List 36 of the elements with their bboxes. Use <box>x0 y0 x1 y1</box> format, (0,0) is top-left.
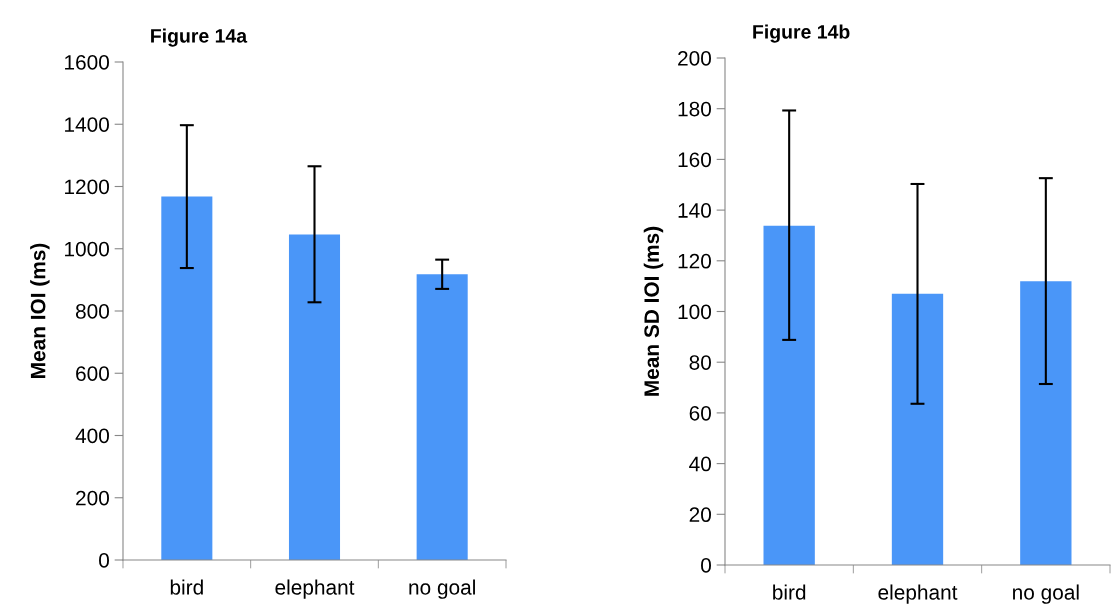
y-tick-label: 80 <box>689 355 711 370</box>
y-tick-label: 400 <box>75 428 109 444</box>
y-tick-label: 1600 <box>65 55 109 70</box>
bar <box>416 274 468 560</box>
y-tick-label: 800 <box>75 304 109 319</box>
y-tick-label: 40 <box>689 456 711 472</box>
bar <box>1020 281 1072 565</box>
x-tick-label: bird <box>170 579 203 595</box>
y-axis-title: Mean IOI (ms) <box>30 243 50 378</box>
y-tick-label: 600 <box>76 366 109 381</box>
x-tick-label: no goal <box>1013 584 1079 604</box>
y-tick-label: 200 <box>76 490 109 506</box>
x-tick-label: bird <box>773 584 806 600</box>
y-tick-label: 20 <box>689 507 711 523</box>
bar <box>763 225 815 565</box>
y-tick-label: 1000 <box>65 241 109 257</box>
y-tick-label: 160 <box>678 152 711 168</box>
y-tick-label: 60 <box>689 405 711 421</box>
y-tick-label: 1200 <box>65 179 109 195</box>
x-tick-label: no goal <box>409 579 475 599</box>
x-tick-label: elephant <box>275 579 355 599</box>
chart-title: Figure 14b <box>753 24 850 43</box>
y-axis-title: Mean SD IOI (ms) <box>643 226 664 396</box>
y-tick-label: 1400 <box>65 117 109 132</box>
bar <box>891 293 944 565</box>
y-tick-label: 140 <box>678 203 711 218</box>
x-tick-label: elephant <box>878 584 958 604</box>
y-tick-label: 120 <box>678 253 711 269</box>
y-tick-label: 0 <box>701 558 711 573</box>
chart-title: Figure 14a <box>151 28 248 47</box>
y-tick-label: 100 <box>678 304 711 320</box>
bar <box>161 196 213 560</box>
y-tick-label: 0 <box>99 553 109 568</box>
bar <box>288 234 341 560</box>
y-tick-label: 200 <box>678 51 711 66</box>
y-tick-label: 180 <box>678 101 711 117</box>
